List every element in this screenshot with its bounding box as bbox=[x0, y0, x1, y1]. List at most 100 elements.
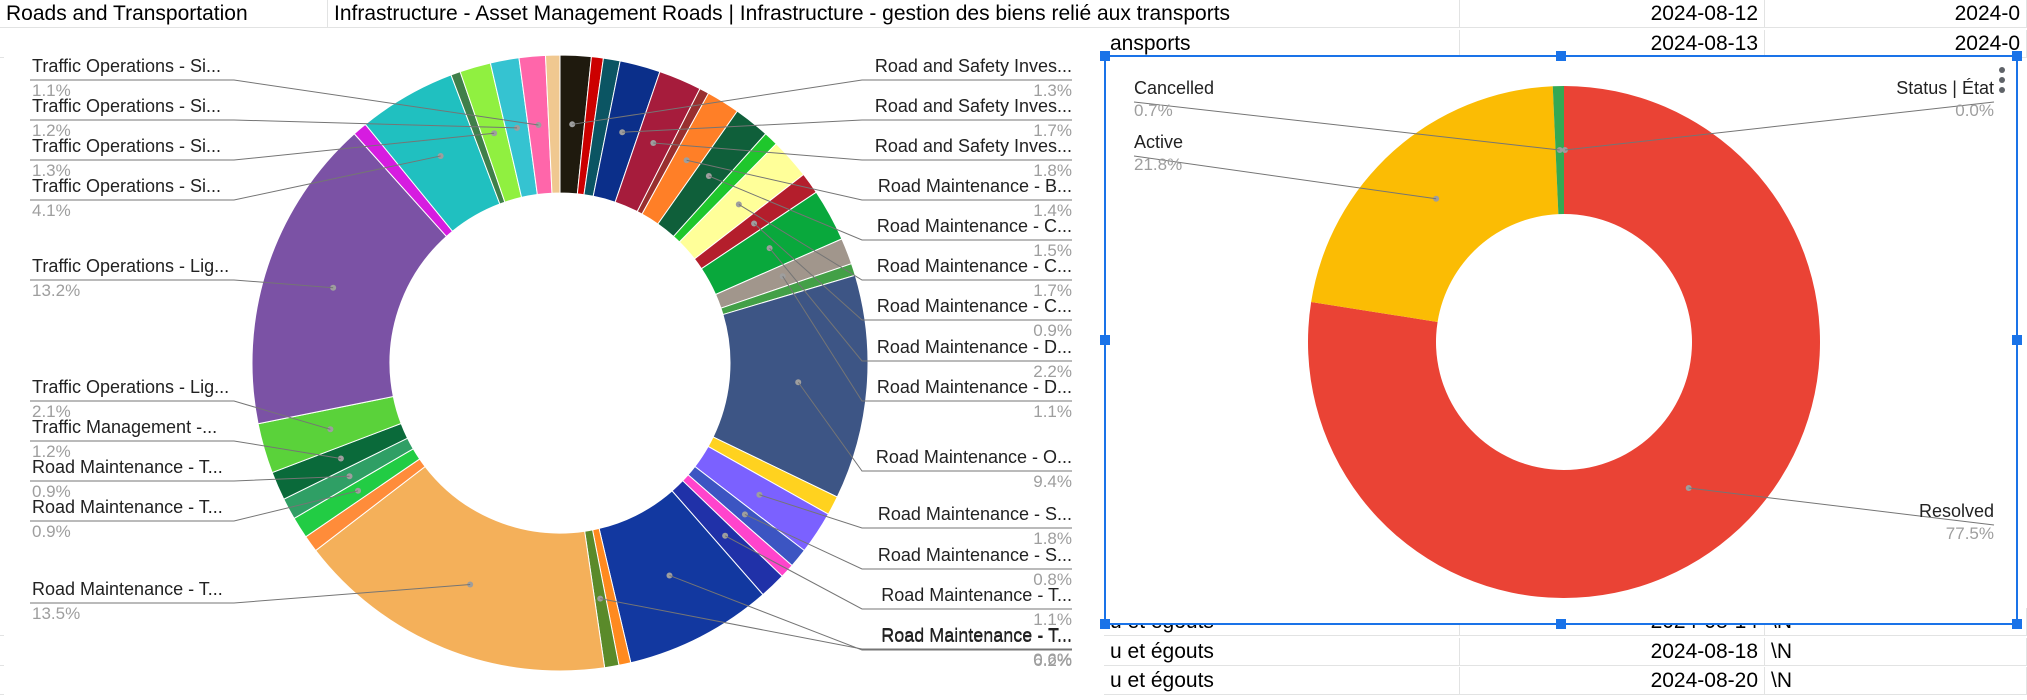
cell-next[interactable]: 2024-0 bbox=[1765, 0, 2027, 28]
slice-label: Active bbox=[1134, 132, 1183, 152]
donut-slice[interactable] bbox=[1308, 86, 1820, 598]
leader-line bbox=[769, 247, 1072, 362]
leader-line bbox=[30, 400, 331, 430]
leader-line bbox=[797, 381, 1072, 472]
slice-percent-label: 0.7% bbox=[1134, 101, 1173, 120]
slice-label: Road Maintenance - C... bbox=[877, 256, 1072, 276]
slice-percent-label: 1.8% bbox=[1033, 161, 1072, 180]
status-donut-chart[interactable]: Resolved 77.5% Active 21.8% Cancelled 0.7% Sta… bbox=[1100, 51, 2022, 629]
leader-line bbox=[1688, 487, 1995, 526]
slice-label: Road and Safety Inves... bbox=[875, 56, 1072, 76]
slice-percent-label: 1.3% bbox=[32, 161, 71, 180]
slice-percent-label: 1.4% bbox=[1033, 201, 1072, 220]
status-donut-svg: Resolved 77.5% Active 21.8% Cancelled 0.7% Sta… bbox=[1133, 78, 1995, 598]
leader-line bbox=[1564, 101, 1995, 151]
slice-label: Traffic Operations - Si... bbox=[32, 176, 221, 196]
slice-percent-label: 1.1% bbox=[32, 81, 71, 100]
leader-line bbox=[782, 275, 1072, 402]
slice-percent-label: 0.9% bbox=[32, 482, 71, 501]
cell-description[interactable]: u et égouts bbox=[1104, 638, 1460, 666]
slice-label: Traffic Operations - Lig... bbox=[32, 256, 229, 276]
slice-percent-label: 0.9% bbox=[32, 522, 71, 541]
cell-category[interactable]: Roads and Transportation bbox=[0, 0, 328, 28]
slice-percent-label: 1.8% bbox=[1033, 529, 1072, 548]
cell-description[interactable]: u et égouts bbox=[1104, 667, 1460, 695]
slice-label: Road Maintenance - S... bbox=[878, 504, 1072, 524]
slice-percent-label: 1.3% bbox=[1033, 81, 1072, 100]
cell-date[interactable]: 2024-08-18 bbox=[1460, 638, 1765, 666]
slice-label: Road Maintenance - S... bbox=[878, 545, 1072, 565]
slice-percent-label: 9.4% bbox=[1033, 472, 1072, 491]
cell-date[interactable]: 2024-08-12 bbox=[1460, 0, 1765, 28]
cell-next[interactable]: \N bbox=[1765, 667, 2027, 695]
slice-percent-label: 13.5% bbox=[32, 604, 80, 623]
leader-line bbox=[30, 132, 495, 161]
resize-handle-bottom-left[interactable] bbox=[1100, 619, 1110, 629]
cell-next[interactable]: 2024-0 bbox=[1765, 30, 2027, 58]
leader-line bbox=[708, 175, 1072, 241]
leader-line bbox=[30, 475, 350, 482]
slice-percent-label: 0.0% bbox=[1955, 101, 1994, 120]
slice-percent-label: 4.1% bbox=[32, 201, 71, 220]
slice-label: Road and Safety Inves... bbox=[875, 96, 1072, 116]
leader-line bbox=[759, 494, 1072, 529]
leader-line bbox=[30, 155, 441, 201]
slice-label: Road Maintenance - T... bbox=[881, 625, 1072, 645]
cell-next[interactable]: \N bbox=[1765, 638, 2027, 666]
slice-percent-label: 0.8% bbox=[1033, 570, 1072, 589]
slice-label: Road Maintenance - C... bbox=[877, 296, 1072, 316]
slice-percent-label: 13.2% bbox=[32, 281, 80, 300]
leader-line bbox=[738, 204, 1072, 281]
leader-line bbox=[1133, 155, 1437, 200]
resize-handle-bottom-right[interactable] bbox=[2012, 619, 2022, 629]
slice-percent-label: 2.2% bbox=[1033, 362, 1072, 381]
leader-line bbox=[724, 535, 1072, 610]
resize-handle-bottom[interactable] bbox=[1556, 619, 1566, 629]
resize-handle-top[interactable] bbox=[1556, 51, 1566, 61]
leader-line bbox=[600, 598, 1072, 650]
donut-slice[interactable] bbox=[314, 465, 606, 672]
leader-line bbox=[669, 574, 1072, 651]
slice-percent-label: 0.6% bbox=[1033, 650, 1072, 669]
leader-line bbox=[30, 583, 471, 604]
leader-line bbox=[653, 142, 1072, 161]
cell-description[interactable]: Infrastructure - Asset Management Roads … bbox=[328, 0, 1460, 28]
slice-label: Cancelled bbox=[1134, 78, 1214, 98]
slice-label: Road Maintenance - T... bbox=[32, 497, 223, 517]
slice-label: Road Maintenance - T... bbox=[32, 457, 223, 477]
resize-handle-top-left[interactable] bbox=[1100, 51, 1110, 61]
category-donut-svg: Road and Safety Inves...1.3%Road and Saf… bbox=[30, 54, 1072, 672]
leader-line bbox=[686, 159, 1072, 201]
slice-label: Road Maintenance - T... bbox=[881, 626, 1072, 646]
cell-date[interactable]: 2024-08-20 bbox=[1460, 667, 1765, 695]
slice-label: Road and Safety Inves... bbox=[875, 136, 1072, 156]
slice-label: Traffic Operations - Lig... bbox=[32, 377, 229, 397]
leader-line bbox=[622, 119, 1072, 133]
slice-percent-label: 0.9% bbox=[1033, 321, 1072, 340]
slice-percent-label: 1.2% bbox=[32, 442, 71, 461]
slice-percent-label: 1.1% bbox=[1033, 610, 1072, 629]
slice-label: Road Maintenance - O... bbox=[876, 447, 1072, 467]
resize-handle-top-right[interactable] bbox=[2012, 51, 2022, 61]
leader-line bbox=[30, 119, 518, 129]
donut-slice[interactable] bbox=[1311, 86, 1559, 322]
cell-description[interactable]: ansports bbox=[1104, 30, 1460, 58]
slice-percent-label: 1.5% bbox=[1033, 241, 1072, 260]
resize-handle-right[interactable] bbox=[2012, 335, 2022, 345]
slice-label: Resolved bbox=[1919, 501, 1994, 521]
slice-label: Traffic Operations - Si... bbox=[32, 56, 221, 76]
category-donut-chart[interactable]: Road and Safety Inves... 1.3% Road and Saf… bbox=[4, 30, 1104, 695]
leader-dot bbox=[722, 532, 729, 539]
donut-slice[interactable] bbox=[544, 54, 561, 194]
donut-slice[interactable] bbox=[251, 133, 448, 425]
slice-percent-label: 1.7% bbox=[1033, 281, 1072, 300]
resize-handle-left[interactable] bbox=[1100, 335, 1110, 345]
cell-date[interactable]: 2024-08-13 bbox=[1460, 30, 1765, 58]
leader-line bbox=[30, 440, 341, 459]
slice-label: Road Maintenance - T... bbox=[881, 585, 1072, 605]
slice-percent-label: 21.8% bbox=[1134, 155, 1182, 174]
chart-menu-icon[interactable] bbox=[1998, 67, 2006, 97]
slice-percent-label: 1.7% bbox=[1033, 121, 1072, 140]
leader-line bbox=[1133, 101, 1560, 151]
leader-line bbox=[30, 279, 334, 289]
